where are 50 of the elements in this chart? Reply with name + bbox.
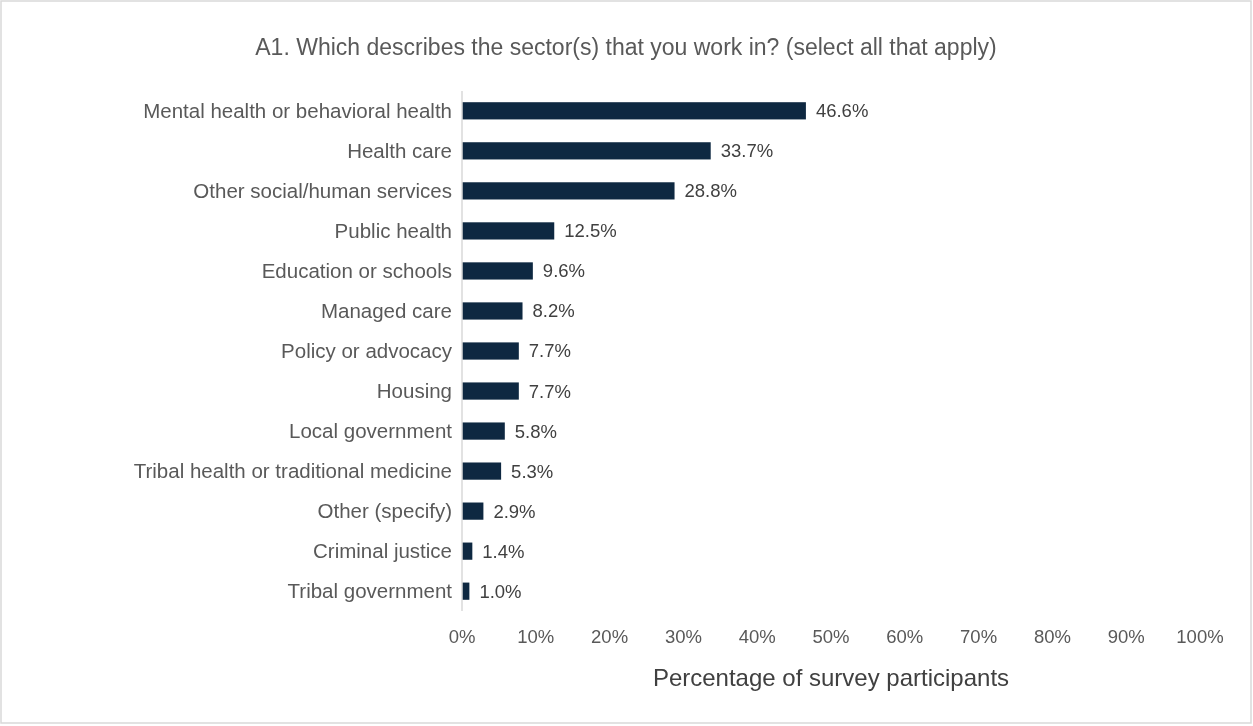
data-label: 33.7% [720, 140, 774, 162]
y-tick-label: Mental health or behavioral health [143, 98, 452, 122]
bar [462, 502, 484, 520]
x-tick-label: 70% [960, 626, 998, 647]
data-label: 9.6% [542, 260, 586, 282]
y-tick-label: Tribal government [287, 579, 453, 603]
data-label: 7.7% [528, 380, 571, 402]
data-label: 2.9% [493, 500, 536, 522]
y-tick-label: Public health [334, 219, 452, 243]
bar [462, 382, 519, 400]
bar [462, 182, 675, 200]
data-label: 28.8% [684, 180, 738, 202]
bar [462, 222, 555, 240]
y-tick-label: Education or schools [261, 259, 452, 283]
y-tick-label: Tribal health or traditional medicine [133, 459, 452, 483]
x-tick-label: 90% [1107, 626, 1145, 647]
x-tick-label: 10% [517, 626, 555, 647]
data-label: 1.0% [479, 580, 522, 602]
data-label: 7.7% [528, 340, 571, 362]
data-label: 12.5% [564, 220, 617, 242]
x-tick-label: 60% [886, 626, 924, 647]
x-tick-label: 50% [812, 626, 850, 647]
y-tick-label: Policy or advocacy [281, 339, 453, 363]
bar [462, 262, 533, 280]
chart-title: A1. Which describes the sector(s) that you work in? (select all that apply) [255, 34, 997, 60]
x-tick-label: 30% [664, 626, 702, 647]
y-tick-label: Local government [289, 419, 453, 443]
y-tick-label: Managed care [320, 299, 452, 323]
data-label: 5.3% [511, 460, 554, 482]
y-tick-label: Health care [347, 139, 452, 163]
y-tick-label: Housing [376, 379, 452, 403]
x-tick-label: 0% [448, 626, 476, 647]
bar [462, 422, 505, 440]
bar [462, 102, 806, 120]
bar [462, 462, 502, 480]
x-axis-title: Percentage of survey participants [652, 664, 1010, 691]
data-label: 8.2% [532, 300, 575, 322]
bar [462, 302, 523, 320]
data-label: 1.4% [482, 540, 525, 562]
x-tick-label: 80% [1033, 626, 1071, 647]
x-tick-label: 100% [1176, 626, 1224, 647]
data-label: 5.8% [514, 420, 557, 442]
data-label: 46.6% [815, 100, 869, 122]
y-tick-label: Other social/human services [193, 179, 452, 203]
bar [462, 142, 711, 160]
bar [462, 342, 519, 360]
y-tick-label: Other (specify) [317, 499, 452, 523]
x-tick-label: 20% [591, 626, 629, 647]
x-tick-label: 40% [738, 626, 776, 647]
y-tick-label: Criminal justice [313, 539, 452, 563]
